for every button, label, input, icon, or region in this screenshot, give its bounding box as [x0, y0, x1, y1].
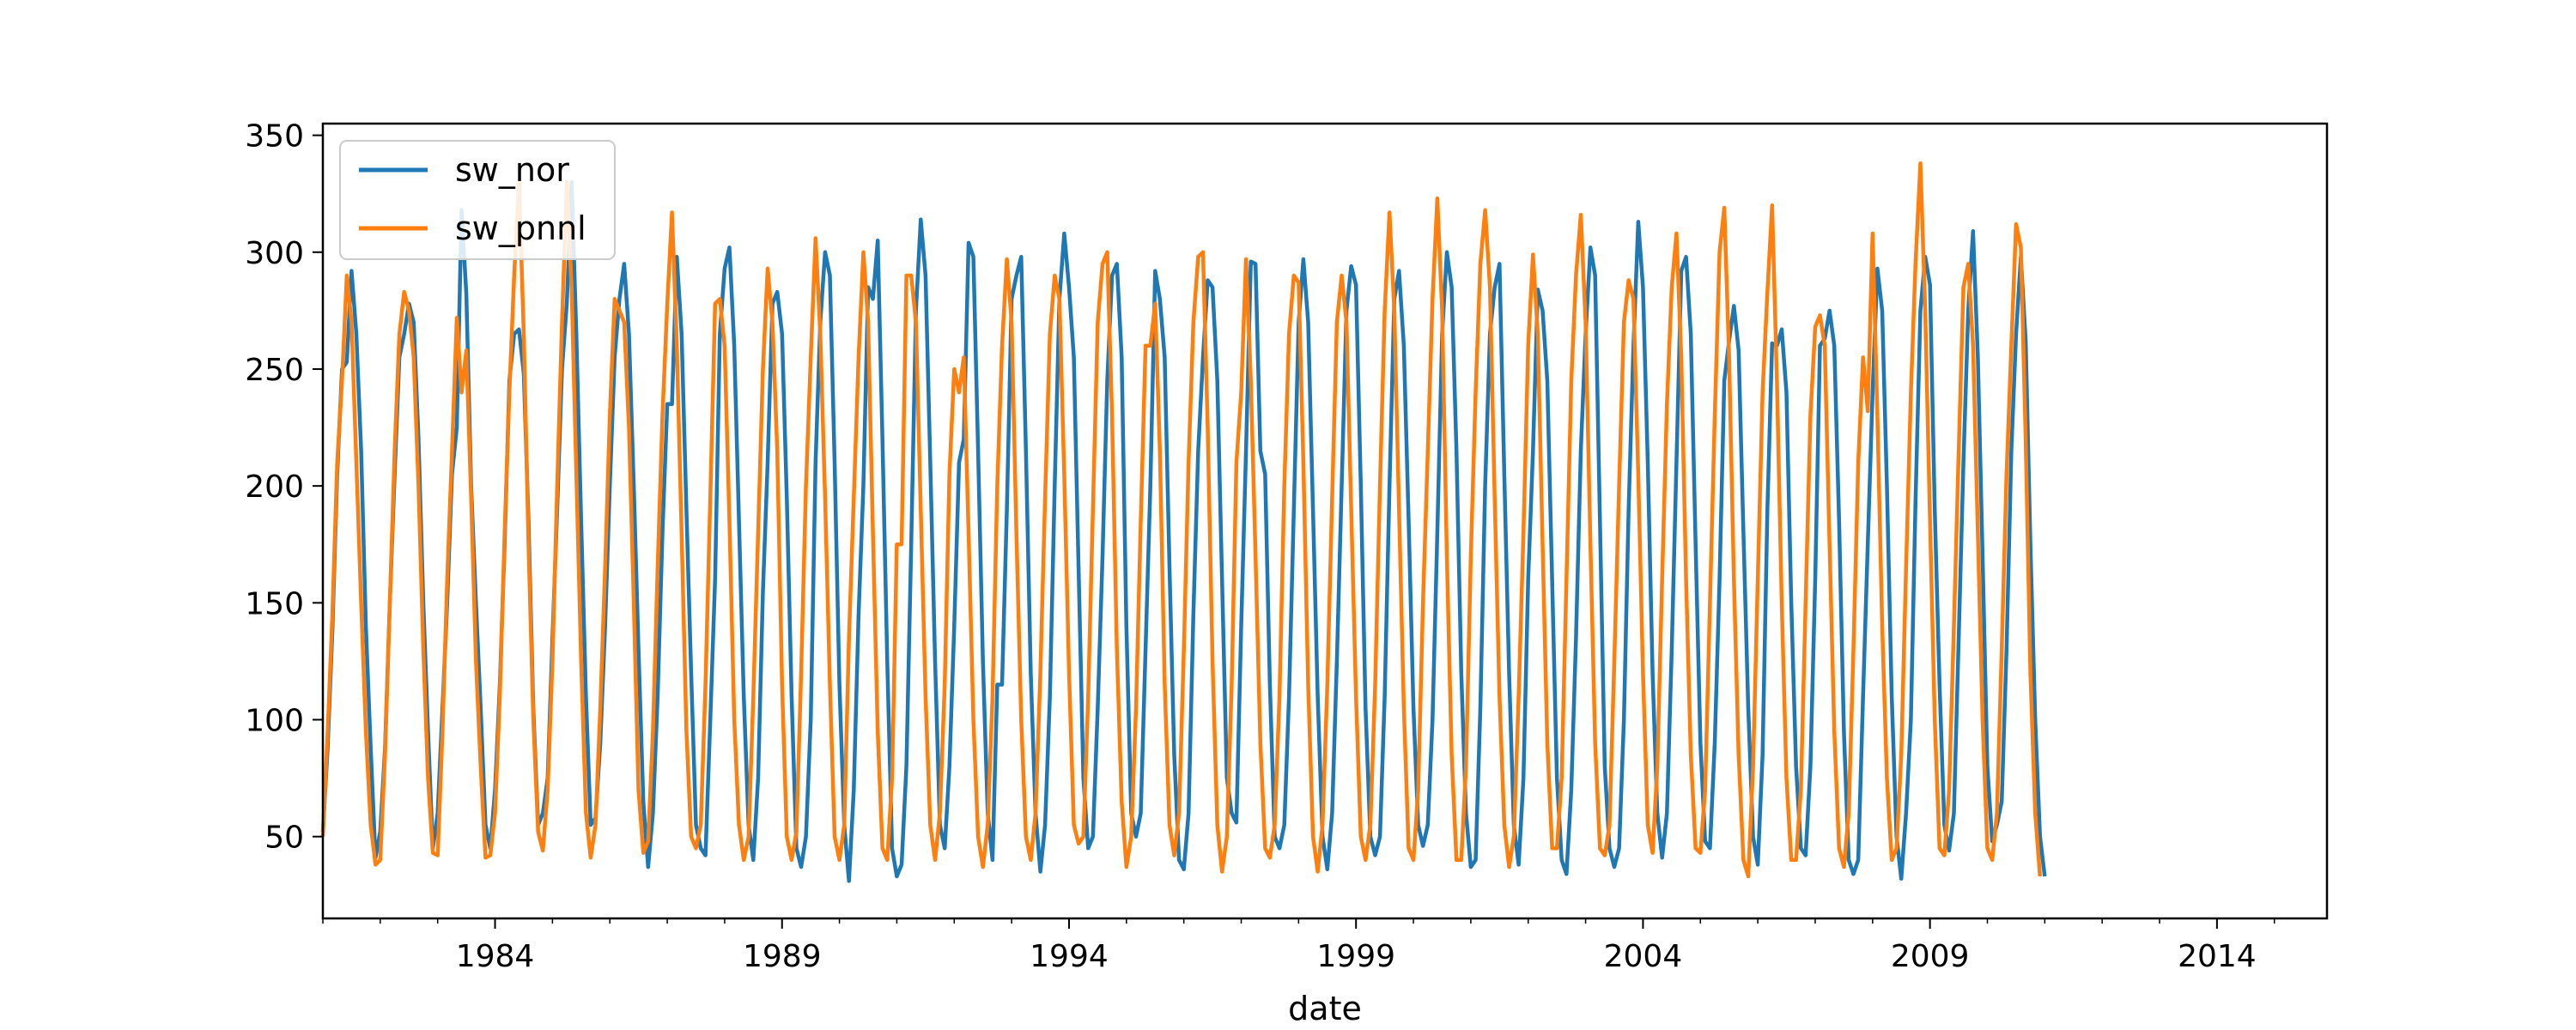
plot-frame	[321, 122, 2329, 920]
y-tick-label: 150	[245, 586, 304, 621]
y-tick-label: 250	[245, 353, 304, 388]
y-tick-label: 50	[264, 821, 304, 856]
x-axis-label: date	[1288, 990, 1362, 1027]
x-tick-label: 1989	[743, 939, 822, 974]
x-tick-label: 2009	[1891, 939, 1970, 974]
y-tick-label: 200	[245, 470, 304, 505]
y-tick-label: 100	[245, 704, 304, 739]
legend-label-sw-pnnl: sw_pnnl	[455, 209, 586, 247]
series-line-sw-pnnl	[320, 161, 2043, 879]
x-tick-label: 1984	[456, 939, 535, 974]
series-line-sw-nor	[320, 179, 2047, 883]
plot-area	[320, 122, 2329, 920]
series-layer	[320, 161, 2047, 883]
y-tick-label: 300	[245, 236, 304, 271]
y-tick-label: 350	[245, 119, 304, 154]
legend-label-sw-nor: sw_nor	[455, 151, 569, 189]
x-tick-label: 1999	[1316, 939, 1395, 974]
y-axis: 50 100 150 200 250 300 350	[245, 119, 323, 856]
x-tick-label: 2004	[1604, 939, 1683, 974]
x-tick-label: 1994	[1030, 939, 1109, 974]
x-tick-label: 2014	[2178, 939, 2257, 974]
legend: sw_nor sw_pnnl	[339, 140, 616, 260]
x-axis: 1984 1989 1994 1999 2004 2009 2014	[322, 918, 2275, 974]
